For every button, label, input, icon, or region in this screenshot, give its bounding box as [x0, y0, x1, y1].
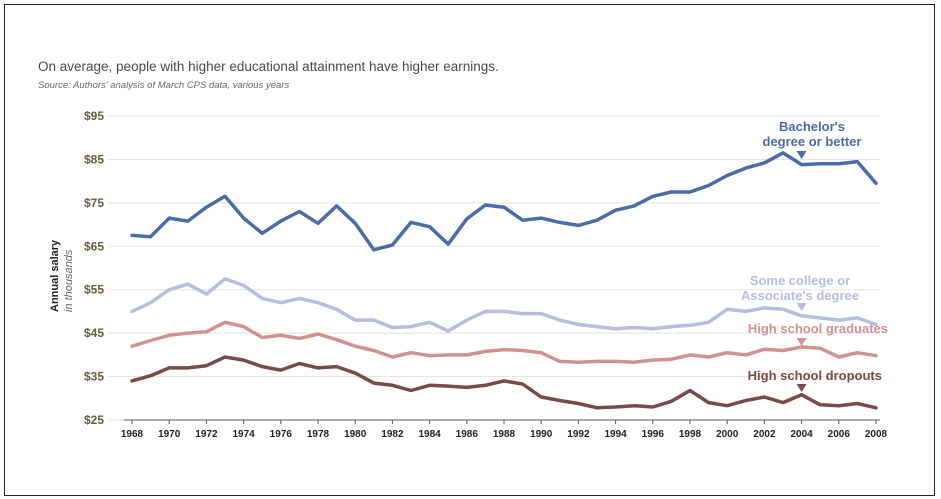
- y-tick-label: $45: [84, 326, 104, 340]
- x-tick-label: 1974: [232, 429, 255, 440]
- chart-source: Source: Authors' analysis of March CPS d…: [38, 80, 290, 91]
- series-label-hs_grad: High school graduates: [748, 321, 888, 336]
- series-label-bachelor: Bachelor's: [779, 119, 845, 134]
- series-pointer-hs_grad: [796, 338, 807, 346]
- x-tick-label: 2002: [753, 429, 776, 440]
- y-tick-label: $95: [84, 109, 104, 123]
- x-tick-label: 2004: [790, 429, 813, 440]
- series-line-bachelor: [130, 151, 878, 252]
- x-tick-label: 1990: [530, 429, 553, 440]
- x-tick-label: 1978: [307, 429, 330, 440]
- x-tick-label: 1980: [344, 429, 367, 440]
- x-tick-label: 1988: [493, 429, 516, 440]
- chart-title: On average, people with higher education…: [38, 59, 499, 74]
- series-line-some_college: [130, 277, 878, 333]
- series-pointer-some_college: [796, 303, 807, 311]
- y-tick-label: $55: [84, 283, 104, 297]
- y-tick-label: $75: [84, 196, 104, 210]
- x-tick-label: 1970: [158, 429, 181, 440]
- x-tick-label: 1984: [418, 429, 441, 440]
- series-label-dropout: High school dropouts: [748, 368, 882, 383]
- y-tick-label: $65: [84, 239, 104, 253]
- x-tick-label: 1994: [604, 429, 627, 440]
- x-tick-label: 2008: [865, 429, 888, 440]
- x-tick-label: 1992: [567, 429, 590, 440]
- y-tick-label: $25: [84, 413, 104, 427]
- x-tick-label: 1972: [195, 429, 218, 440]
- x-tick-label: 1996: [642, 429, 665, 440]
- series-pointer-dropout: [796, 384, 807, 392]
- y-tick-label: $35: [84, 370, 104, 384]
- x-tick-label: 2000: [716, 429, 739, 440]
- x-tick-label: 1968: [121, 429, 144, 440]
- y-axis-unit: in thousands: [63, 249, 75, 312]
- y-tick-label: $85: [84, 152, 104, 166]
- x-tick-label: 1986: [456, 429, 479, 440]
- x-tick-label: 1998: [679, 429, 702, 440]
- chart-frame: [4, 4, 935, 496]
- series-label-some_college: Some college or: [750, 273, 850, 288]
- series-label-bachelor: degree or better: [763, 134, 862, 149]
- series-pointer-bachelor: [796, 151, 807, 159]
- series-label-some_college: Associate's degree: [741, 288, 859, 303]
- x-tick-label: 2006: [828, 429, 851, 440]
- series-line-hs_grad: [130, 320, 878, 364]
- y-axis-label: Annual salary: [49, 239, 61, 312]
- x-tick-label: 1976: [270, 429, 293, 440]
- series-line-dropout: [130, 355, 878, 410]
- x-tick-label: 1982: [381, 429, 404, 440]
